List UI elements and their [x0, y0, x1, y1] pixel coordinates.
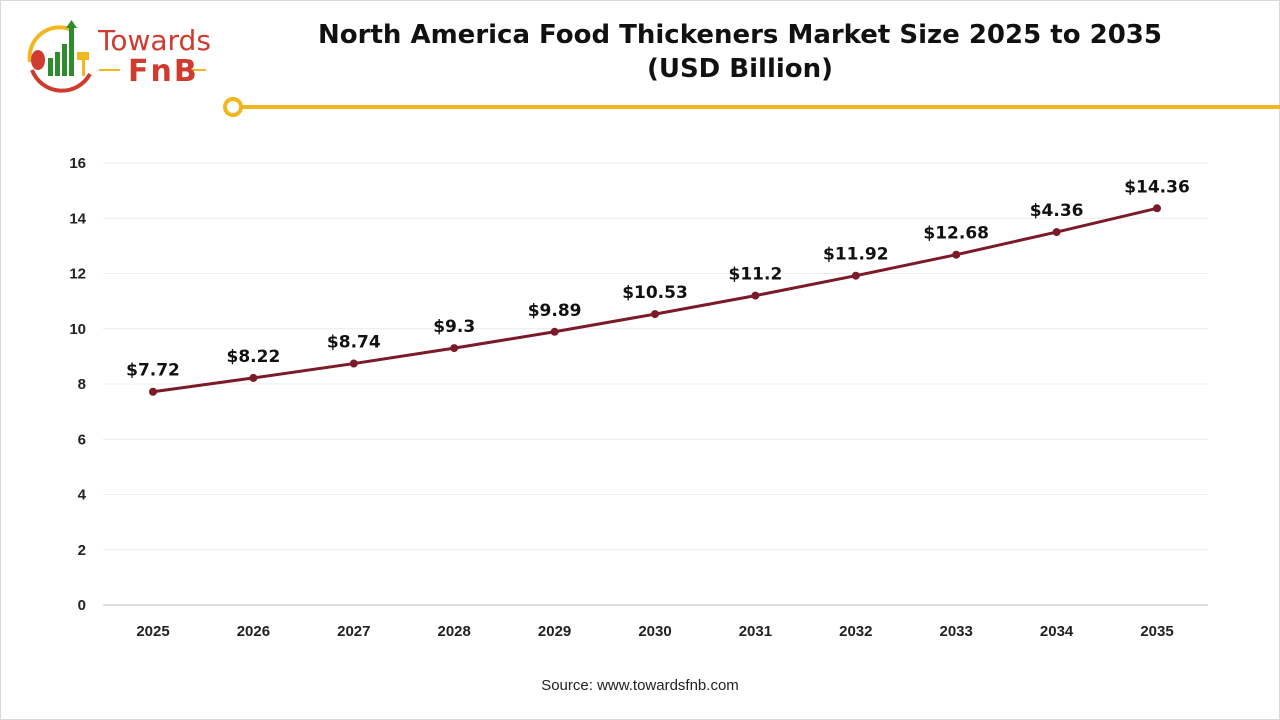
- data-label: $8.22: [227, 347, 281, 367]
- data-label: $9.3: [433, 317, 475, 337]
- data-label: $12.68: [923, 224, 989, 244]
- x-tick-label: 2034: [1040, 623, 1074, 640]
- data-label: $10.53: [622, 283, 688, 303]
- x-tick-label: 2029: [538, 623, 571, 640]
- data-point: [450, 344, 459, 353]
- x-tick-label: 2032: [839, 623, 872, 640]
- accent-circle: [223, 97, 243, 117]
- y-tick-label: 4: [78, 487, 87, 504]
- y-tick-label: 14: [69, 210, 86, 227]
- title-line-2: (USD Billion): [646, 54, 834, 84]
- data-label: $7.72: [126, 361, 180, 381]
- data-label: $8.74: [327, 333, 381, 353]
- data-point: [149, 387, 157, 396]
- y-tick-label: 6: [78, 431, 86, 448]
- data-point: [751, 291, 760, 300]
- logo-text-fnb: FnB: [128, 54, 199, 89]
- source-note: Source: www.towardsfnb.com: [541, 677, 739, 694]
- logo-icon: [27, 20, 206, 93]
- title-line-1: North America Food Thickeners Market Siz…: [318, 20, 1162, 50]
- x-tick-label: 2031: [739, 623, 772, 640]
- data-label: $4.36: [1030, 201, 1084, 221]
- x-tick-label: 2033: [940, 623, 973, 640]
- data-point: [249, 373, 258, 382]
- x-tick-label: 2030: [638, 623, 671, 640]
- y-tick-label: 10: [69, 321, 86, 338]
- data-point: [651, 310, 659, 319]
- data-label: $11.2: [729, 265, 783, 285]
- data-label: $9.89: [528, 301, 582, 321]
- x-tick-label: 2027: [337, 623, 370, 640]
- chart-title: North America Food Thickeners Market Siz…: [240, 18, 1240, 86]
- data-point: [349, 359, 358, 368]
- y-tick-label: 12: [69, 266, 86, 283]
- data-point: [550, 327, 559, 336]
- x-tick-label: 2028: [438, 623, 471, 640]
- x-tick-label: 2026: [237, 623, 270, 640]
- logo-text-towards: Towards: [98, 24, 211, 57]
- y-tick-label: 0: [78, 597, 86, 614]
- x-tick-label: 2035: [1140, 623, 1173, 640]
- y-tick-label: 8: [78, 376, 86, 393]
- y-tick-label: 2: [78, 542, 86, 559]
- data-label: $14.36: [1124, 177, 1190, 197]
- data-label: $11.92: [823, 245, 889, 265]
- data-point: [851, 271, 860, 280]
- data-point: [1153, 204, 1161, 213]
- data-point: [952, 250, 961, 259]
- x-tick-label: 2025: [136, 623, 169, 640]
- y-tick-label: 16: [69, 155, 86, 172]
- data-point: [1052, 228, 1061, 237]
